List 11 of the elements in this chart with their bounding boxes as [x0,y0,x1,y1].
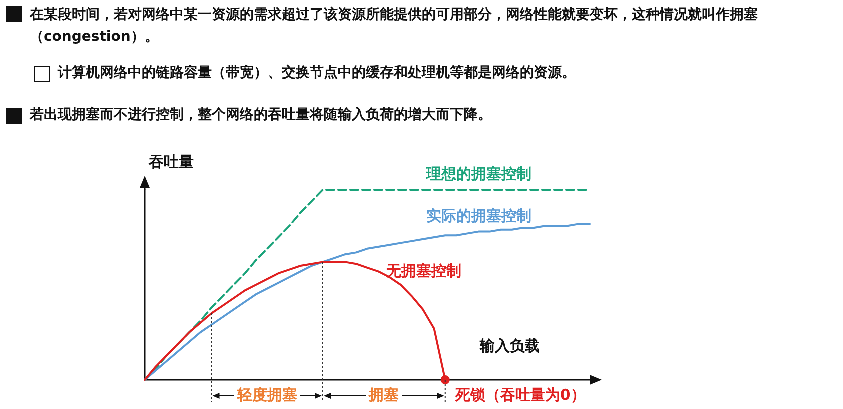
text: 若出现拥塞而不进行控制，整个网络的吞吐量将随输入负荷的增大而下降。 [30,106,492,124]
text: 拥塞 [366,386,402,405]
y-axis-title: 吞吐量 [148,154,194,171]
series-label: 无拥塞控制 [386,262,462,280]
series-label: 理想的拥塞控制 [425,165,532,183]
x-axis-title: 输入负载 [479,338,540,355]
text: 死锁（吞吐量为0） [455,386,586,405]
series-label: 实际的拥塞控制 [426,206,532,225]
chart-subtitle: 计算机网络中的链路容量（带宽）、交换节点中的缓存和处理机等都是网络的资源。 [58,64,576,82]
chart-title: 在某段时间，若对网络中某一资源的需求超过了该资源所能提供的可用部分，网络性能就要变坏，这种情况就叫作拥塞（congestion）。 [30,6,759,47]
text: 轻度拥塞 [234,386,300,405]
